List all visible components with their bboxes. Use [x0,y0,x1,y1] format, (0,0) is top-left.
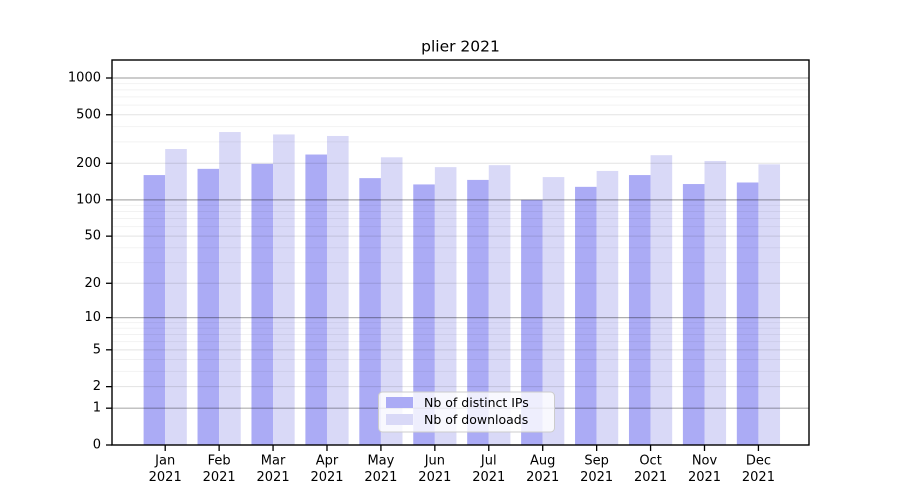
x-tick-label-year: 2021 [688,470,721,485]
bar-nb-of-distinct-ips-nov [682,184,705,445]
y-tick-label: 1 [93,401,101,416]
bar-nb-of-downloads-dec [758,164,781,446]
plot-frame [111,59,810,446]
y-tick-label: 500 [76,107,101,122]
bar-nb-of-distinct-ips-feb [197,168,220,445]
x-tick-label-month: Jul [480,454,497,469]
y-tick-label: 1000 [68,71,101,86]
x-tick-label-year: 2021 [742,470,775,485]
bar-nb-of-distinct-ips-jan [143,175,166,446]
y-tick-label: 10 [84,310,101,325]
legend-box [378,391,555,433]
bar-nb-of-distinct-ips-sep [575,186,597,446]
legend-swatch-distinct-ips [386,397,413,408]
x-tick-label-month: Dec [746,454,771,469]
bar-nb-of-downloads-feb [219,132,241,445]
bar-nb-of-downloads-jun [434,167,457,445]
bar-nb-of-downloads-sep [596,170,619,445]
y-tick-label: 0 [93,438,101,453]
bar-nb-of-downloads-apr [326,135,349,446]
bar-nb-of-distinct-ips-oct [628,175,651,446]
bar-nb-of-distinct-ips-dec [736,182,759,445]
x-tick-label-year: 2021 [257,470,290,485]
x-tick-label-year: 2021 [418,470,451,485]
axes-group: 01251020501002005001000Jan2021Feb2021Mar… [68,59,810,485]
bar-nb-of-distinct-ips-jun [413,184,435,445]
bar-nb-of-downloads-mar [273,134,295,446]
y-tick-label: 50 [84,229,101,244]
bar-nb-of-distinct-ips-apr [305,154,327,446]
legend-swatch-downloads [386,414,413,425]
legend-label-distinct-ips: Nb of distinct IPs [424,395,529,410]
x-tick-label-year: 2021 [526,470,559,485]
bar-nb-of-downloads-may [380,157,403,445]
x-tick-label-month: Apr [316,454,339,469]
x-tick-label-year: 2021 [364,470,397,485]
x-tick-label-month: Jun [424,454,445,469]
x-tick-label-year: 2021 [634,470,667,485]
bar-nb-of-distinct-ips-jul [467,179,489,445]
bar-nb-of-downloads-nov [704,160,727,445]
x-tick-label-year: 2021 [149,470,182,485]
bar-nb-of-downloads-oct [650,155,673,445]
x-tick-label-month: Aug [530,454,555,469]
chart-title: plier 2021 [421,38,500,56]
x-tick-label-month: Oct [639,454,661,469]
x-tick-label-month: Sep [584,454,609,469]
y-tick-label: 5 [93,342,101,357]
bars-group [143,132,781,446]
bar-nb-of-downloads-aug [542,177,565,445]
bar-nb-of-downloads-jan [165,149,187,445]
x-tick-label-month: May [367,454,394,469]
legend-label-downloads: Nb of downloads [424,412,528,427]
bar-nb-of-distinct-ips-may [359,178,381,446]
x-tick-label-year: 2021 [580,470,613,485]
y-tick-label: 20 [84,276,101,291]
x-tick-label-month: Jan [154,454,175,469]
x-tick-label-month: Mar [261,454,286,469]
x-tick-label-year: 2021 [310,470,343,485]
legend: Nb of distinct IPs Nb of downloads [378,391,555,433]
grid-group [112,77,809,409]
x-tick-label-year: 2021 [472,470,505,485]
x-tick-label-year: 2021 [203,470,236,485]
y-tick-label: 100 [76,192,101,207]
bar-nb-of-distinct-ips-mar [251,163,274,445]
y-tick-label: 2 [93,379,101,394]
bar-nb-of-distinct-ips-aug [521,199,543,445]
x-tick-label-month: Nov [692,454,718,469]
y-tick-label: 200 [76,156,101,171]
bar-nb-of-downloads-jul [488,165,511,445]
x-tick-label-month: Feb [208,454,231,469]
